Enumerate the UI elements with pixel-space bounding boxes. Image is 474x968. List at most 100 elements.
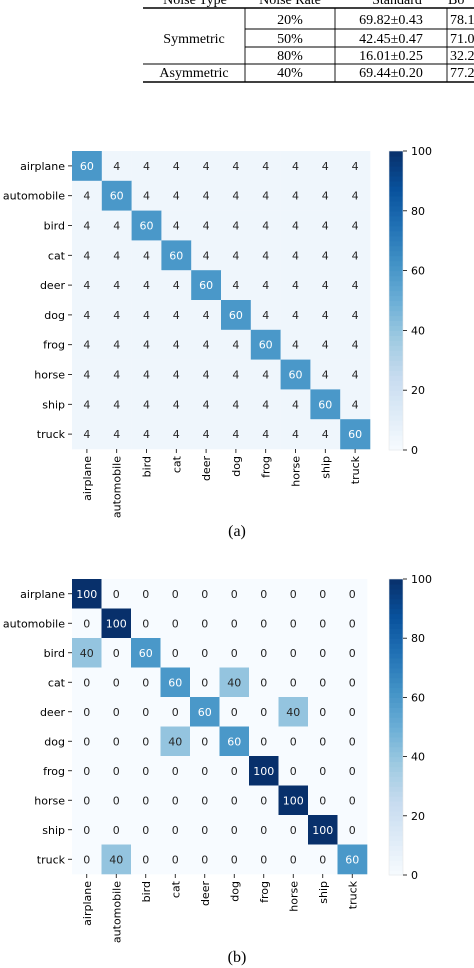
cell-value-label: 4 xyxy=(143,160,150,173)
colorbar-tick-label: 20 xyxy=(411,384,425,397)
heatmap-cell xyxy=(340,151,371,182)
x-tick-label: dog xyxy=(230,456,243,477)
colorbar-slice xyxy=(389,801,403,807)
y-tick-label: airplane xyxy=(20,588,65,601)
heatmap-cell xyxy=(131,359,162,390)
colorbar-slice xyxy=(389,791,403,797)
cell-value-label: 4 xyxy=(143,190,150,203)
heatmap-cell xyxy=(101,579,132,609)
x-tick-label: ship xyxy=(317,881,330,904)
colorbar-slice xyxy=(389,395,403,401)
heatmap-cell xyxy=(101,300,132,331)
cell-value-label: 0 xyxy=(83,824,90,837)
heatmap-cell xyxy=(161,240,192,271)
table-row-next: 78.1 xyxy=(450,13,474,28)
cell-value-label: 40 xyxy=(80,647,94,660)
colorbar-slice xyxy=(389,215,403,222)
colorbar-slice xyxy=(389,682,403,689)
cell-value-label: 0 xyxy=(290,617,297,630)
cell-value-label: 4 xyxy=(203,190,210,203)
cell-value-label: 4 xyxy=(143,398,150,411)
heatmap-cell xyxy=(191,419,222,450)
colorbar-slice xyxy=(389,810,403,817)
heatmap-cell xyxy=(131,151,162,182)
heatmap-cell xyxy=(280,389,311,420)
cell-value-label: 0 xyxy=(260,735,267,748)
colorbar-slice xyxy=(389,350,403,356)
cell-value-label: 0 xyxy=(231,647,238,660)
heatmap-cell xyxy=(219,667,250,698)
cell-value-label: 60 xyxy=(139,647,153,660)
table-row-rate: 50% xyxy=(277,32,303,47)
confusion-matrix-a: 60 4 4 4 4 4 4 4 4 4 4 60 4 4 4 4 4 4 4 4 4 4 60 4 4 4 4 4 4 4 4 4 4 60 4 4… xyxy=(3,145,432,518)
cell-value-label: 4 xyxy=(352,220,359,233)
cell-value-label: 40 xyxy=(109,853,123,866)
colorbar-tick-label: 80 xyxy=(411,632,425,645)
table-row-standard: 16.01±0.25 xyxy=(359,49,423,64)
table-row-rate: 80% xyxy=(277,49,303,64)
colorbar-slice xyxy=(389,305,403,312)
heatmap-cell xyxy=(250,210,281,241)
cell-value-label: 40 xyxy=(227,676,241,689)
heatmap-cell xyxy=(310,210,341,241)
heatmap-cell xyxy=(250,240,281,271)
cell-value-label: 60 xyxy=(198,706,212,719)
cell-value-label: 4 xyxy=(173,160,180,173)
cell-value-label: 0 xyxy=(172,617,179,630)
cell-value-label: 4 xyxy=(352,279,359,292)
cell-value-label: 4 xyxy=(352,160,359,173)
colorbar-slice xyxy=(389,245,403,252)
heatmap-cell xyxy=(221,419,252,450)
cell-value-label: 0 xyxy=(113,824,120,837)
cell-value-label: 0 xyxy=(172,588,179,601)
cell-value-label: 4 xyxy=(292,428,299,441)
heatmap-cell xyxy=(308,697,338,727)
cell-value-label: 60 xyxy=(227,735,241,748)
heatmap-cell xyxy=(310,151,341,182)
heatmap-cell xyxy=(72,697,102,727)
heatmap-cell xyxy=(308,844,338,875)
colorbar-slice xyxy=(389,722,403,728)
y-tick-label: cat xyxy=(48,249,66,262)
heatmap-cell xyxy=(72,270,103,301)
cell-value-label: 4 xyxy=(113,279,120,292)
cell-value-label: 0 xyxy=(349,735,356,748)
colorbar-frame xyxy=(388,150,404,451)
cell-value-label: 4 xyxy=(143,339,150,352)
cell-value-label: 0 xyxy=(113,735,120,748)
heatmap-cell xyxy=(72,180,103,211)
heatmap-cell xyxy=(161,389,192,420)
heatmap-cell xyxy=(190,844,220,875)
colorbar-tick-label: 100 xyxy=(411,573,432,586)
colorbar-slice xyxy=(389,250,403,257)
heatmap-cell xyxy=(160,726,191,757)
colorbar-slice xyxy=(389,315,403,322)
colorbar-slice xyxy=(389,608,403,615)
cell-value-label: 4 xyxy=(352,369,359,382)
cell-value-label: 60 xyxy=(168,676,182,689)
cell-value-label: 4 xyxy=(292,309,299,322)
heatmap-cell xyxy=(337,608,368,639)
heatmap-cell xyxy=(308,726,338,757)
x-tick-label: deer xyxy=(200,456,213,482)
heatmap-cell xyxy=(191,389,222,420)
heatmap-cell xyxy=(310,419,341,450)
cell-value-label: 0 xyxy=(349,647,356,660)
colorbar-slice xyxy=(389,360,403,366)
heatmap-cell xyxy=(131,638,161,668)
cell-value-label: 0 xyxy=(260,794,267,807)
heatmap-cell xyxy=(310,300,341,331)
heatmap-cell xyxy=(280,151,311,182)
cell-value-label: 4 xyxy=(113,309,120,322)
cell-value-label: 0 xyxy=(260,617,267,630)
heatmap-cell xyxy=(340,359,371,390)
cell-value-label: 0 xyxy=(113,765,120,778)
cell-value-label: 4 xyxy=(262,398,269,411)
heatmap-cell xyxy=(161,180,192,211)
cell-value-label: 4 xyxy=(352,249,359,262)
heatmap-cell xyxy=(308,579,338,609)
heatmap-cell xyxy=(161,419,192,450)
x-tick-label: deer xyxy=(199,881,212,907)
cell-value-label: 0 xyxy=(172,647,179,660)
